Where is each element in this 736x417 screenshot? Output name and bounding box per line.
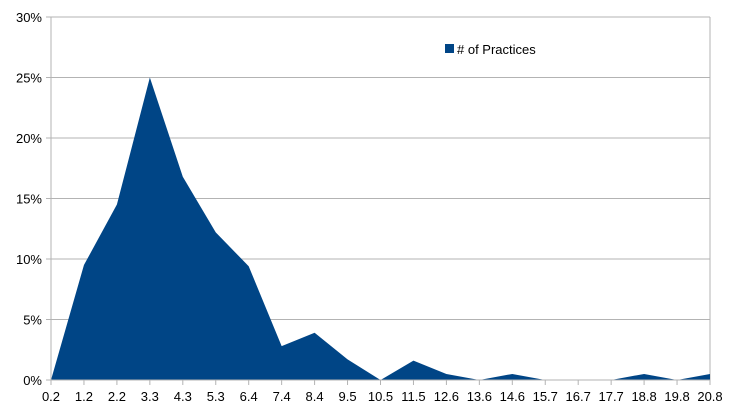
y-tick-label: 10% — [16, 252, 42, 267]
x-tick-label: 7.4 — [273, 389, 291, 404]
x-tick-label: 4.3 — [174, 389, 192, 404]
x-tick-label: 19.8 — [664, 389, 689, 404]
y-tick-labels: 0% 5% 10% 15% 20% 25% 30% — [16, 10, 42, 388]
x-tick-label: 20.8 — [697, 389, 722, 404]
x-tick-label: 9.5 — [339, 389, 357, 404]
y-tick-label: 15% — [16, 192, 42, 207]
y-tick-label: 30% — [16, 10, 42, 25]
x-tick-label: 3.3 — [141, 389, 159, 404]
x-tick-label: 6.4 — [240, 389, 258, 404]
x-tick-label: 18.8 — [631, 389, 656, 404]
x-tick-label: 15.7 — [533, 389, 558, 404]
y-tick-label: 0% — [23, 373, 42, 388]
x-tick-label: 1.2 — [75, 389, 93, 404]
legend-label: # of Practices — [457, 42, 536, 57]
x-tick-label: 16.7 — [566, 389, 591, 404]
x-tick-label: 14.6 — [500, 389, 525, 404]
y-tick-label: 20% — [16, 131, 42, 146]
legend-swatch — [445, 44, 454, 53]
y-tick-label: 25% — [16, 71, 42, 86]
x-tick-label: 17.7 — [598, 389, 623, 404]
x-tick-label: 5.3 — [207, 389, 225, 404]
x-tick-label: 13.6 — [467, 389, 492, 404]
x-tick-labels: 0.2 1.2 2.2 3.3 4.3 5.3 6.4 7.4 8.4 9.5 10.5 11.5 12… — [42, 389, 723, 404]
series-area-layer — [51, 77, 710, 380]
x-tick-label: 10.5 — [368, 389, 393, 404]
x-tick-label: 0.2 — [42, 389, 60, 404]
legend: # of Practices — [445, 42, 536, 57]
x-tick-label: 2.2 — [108, 389, 126, 404]
x-tick-label: 12.6 — [434, 389, 459, 404]
x-tick-label: 8.4 — [306, 389, 324, 404]
y-tick-label: 5% — [23, 313, 42, 328]
axes — [46, 16, 711, 385]
x-tick-label: 11.5 — [401, 389, 425, 404]
series-area — [51, 77, 710, 380]
